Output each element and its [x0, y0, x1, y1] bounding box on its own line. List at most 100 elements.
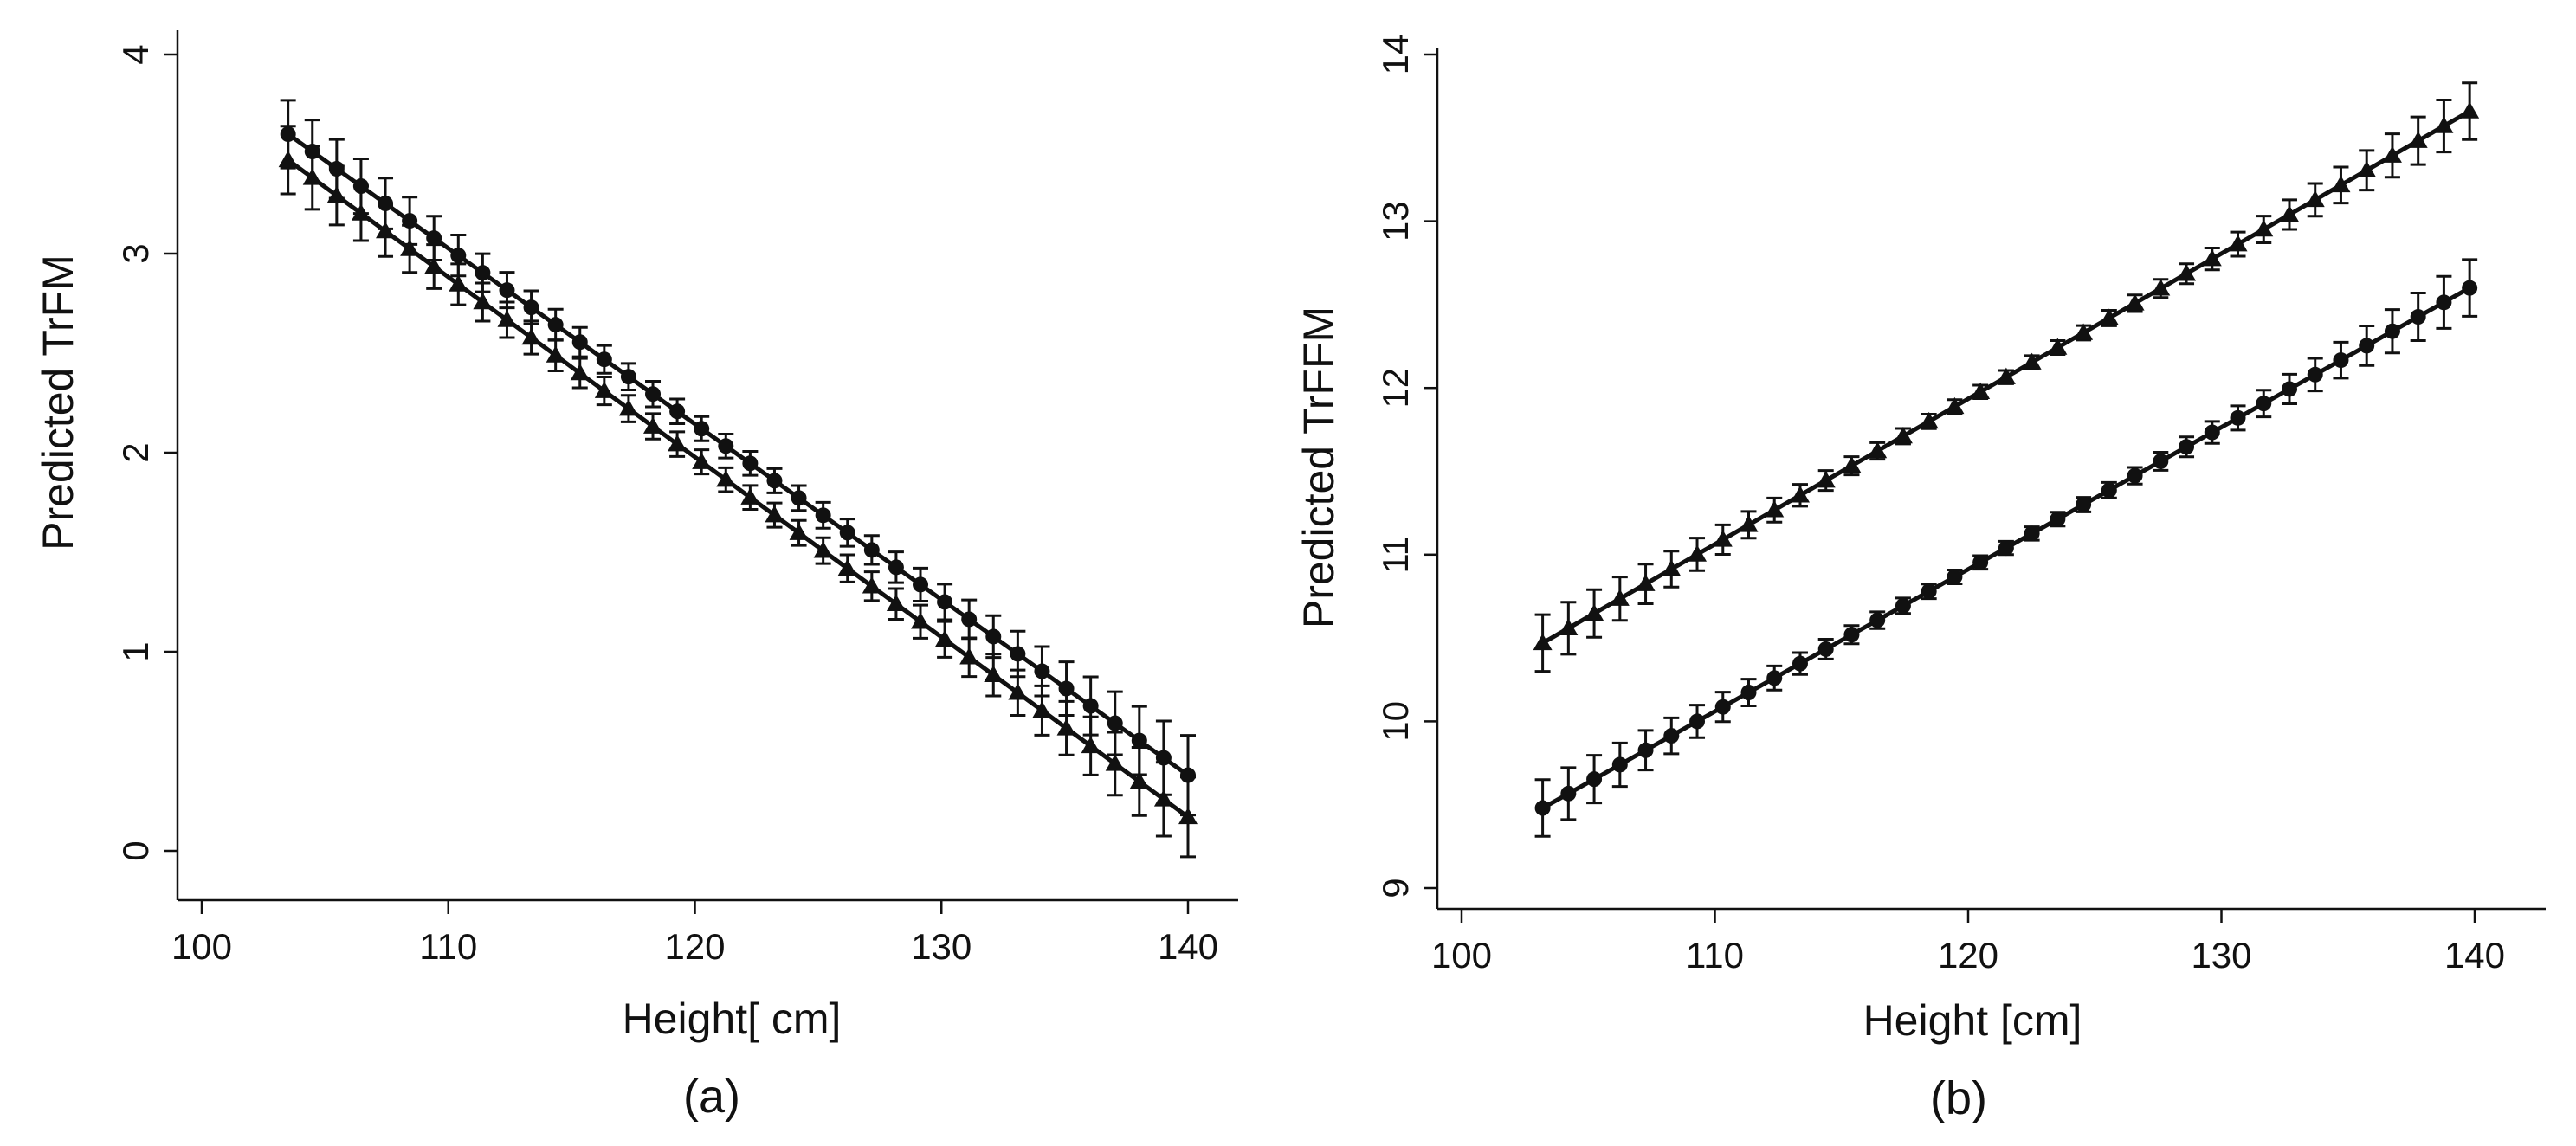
data-point — [862, 576, 881, 594]
data-point — [1998, 540, 2014, 557]
data-point — [278, 150, 298, 168]
data-point — [1008, 683, 1028, 700]
data-point — [984, 665, 1004, 683]
data-point — [499, 282, 515, 299]
x-tick-label: 100 — [171, 926, 232, 967]
data-point — [1637, 742, 1654, 758]
data-point — [935, 629, 955, 647]
data-point — [1869, 612, 1886, 628]
data-point — [813, 541, 833, 558]
data-point — [2074, 323, 2094, 340]
x-tick-label: 100 — [1431, 935, 1492, 975]
data-point — [2281, 381, 2297, 397]
x-tick-label: 120 — [1938, 935, 1998, 975]
data-point — [424, 256, 444, 274]
data-point — [2024, 525, 2040, 542]
data-point — [1713, 530, 1733, 547]
series-markers — [1533, 101, 2480, 816]
data-point — [1972, 554, 1989, 570]
data-point — [1180, 767, 1196, 783]
data-point — [2177, 264, 2197, 281]
data-point — [1663, 728, 1680, 744]
y-tick-label: 9 — [1375, 878, 1416, 898]
data-point — [1842, 456, 1862, 473]
data-point — [1058, 680, 1075, 697]
data-point — [1032, 700, 1052, 718]
data-point — [1559, 618, 1579, 636]
data-point — [937, 594, 953, 610]
error-bars — [280, 99, 1196, 859]
data-point — [473, 293, 493, 310]
data-point — [2153, 453, 2169, 469]
data-point — [328, 161, 345, 177]
data-point — [2151, 279, 2171, 296]
data-point — [1586, 771, 1603, 788]
data-point — [2359, 338, 2375, 354]
data-point — [1585, 603, 1604, 621]
data-point — [2228, 235, 2248, 252]
data-point — [1740, 685, 1757, 701]
data-point — [2382, 145, 2402, 163]
data-point — [1082, 698, 1099, 714]
data-point — [1107, 715, 1123, 731]
data-point — [1034, 663, 1050, 679]
data-point — [1971, 382, 1991, 399]
data-point — [888, 559, 904, 576]
data-point — [718, 438, 734, 454]
data-point — [1010, 646, 1026, 662]
data-point — [791, 490, 807, 506]
data-point — [1739, 515, 1759, 532]
data-point — [571, 334, 588, 351]
data-point — [863, 542, 880, 558]
data-point — [2204, 424, 2220, 441]
data-point — [2462, 280, 2478, 296]
data-point — [1662, 559, 1682, 576]
x-tick-label: 140 — [1158, 926, 1218, 967]
data-point — [594, 381, 614, 398]
axis-ticks: 100 110 120 130 140 0 1 2 3 4 — [115, 44, 1218, 967]
axis-ticks: 100 110 120 130 140 9 10 11 12 13 14 — [1375, 35, 2505, 975]
data-point — [2408, 131, 2428, 148]
data-point — [2305, 190, 2325, 208]
data-point — [1792, 655, 1808, 672]
data-point — [351, 203, 371, 221]
data-point — [2050, 511, 2066, 527]
data-point — [1919, 411, 1939, 429]
data-point — [280, 126, 296, 142]
data-point — [985, 628, 1002, 645]
data-point — [961, 611, 978, 628]
y-tick-label: 1 — [115, 641, 156, 661]
data-point — [426, 230, 442, 247]
data-point — [789, 523, 809, 540]
data-point — [2256, 396, 2272, 412]
data-point — [2434, 116, 2454, 133]
data-point — [2179, 439, 2195, 455]
data-point — [450, 248, 467, 264]
data-point — [2436, 294, 2452, 311]
data-point — [302, 168, 322, 185]
data-point — [1868, 441, 1888, 459]
data-point — [1893, 426, 1913, 444]
y-tick-label: 12 — [1375, 368, 1416, 409]
data-point — [376, 221, 396, 239]
data-point — [1816, 471, 1836, 488]
data-point — [2125, 293, 2145, 311]
data-point — [911, 612, 931, 629]
data-point — [1843, 627, 1860, 643]
data-point — [2331, 175, 2351, 193]
data-point — [837, 558, 857, 576]
data-point — [1817, 641, 1834, 657]
data-point — [2333, 352, 2349, 369]
data-point — [400, 239, 420, 256]
data-point — [523, 299, 539, 316]
data-point — [645, 386, 662, 402]
data-point — [449, 274, 468, 292]
data-point — [1533, 633, 1553, 651]
y-tick-label: 3 — [115, 243, 156, 263]
data-point — [1611, 756, 1628, 773]
data-point — [2101, 482, 2117, 499]
data-point — [1131, 732, 1147, 749]
data-point — [570, 364, 590, 381]
data-point — [1688, 544, 1708, 562]
